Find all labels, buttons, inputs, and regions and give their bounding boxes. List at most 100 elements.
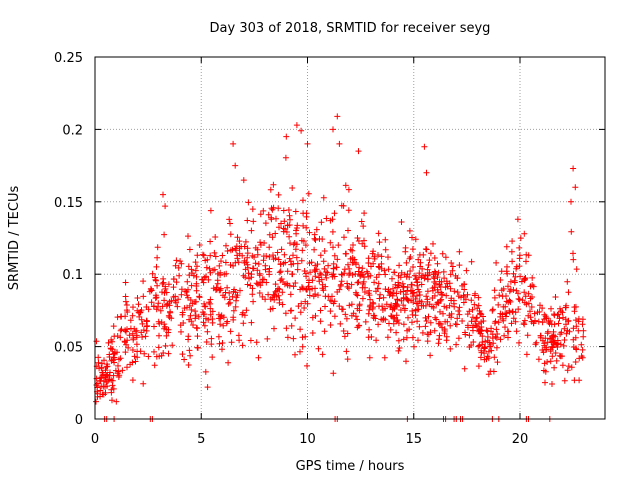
data-point: [185, 336, 192, 343]
data-point: [473, 322, 479, 329]
data-point: [528, 304, 535, 310]
data-point: [549, 353, 556, 360]
data-point: [523, 251, 530, 258]
data-point: [541, 316, 548, 323]
data-point: [416, 323, 423, 330]
data-point: [239, 342, 246, 349]
chart-title: Day 303 of 2018, SRMTID for receiver sey…: [210, 21, 491, 36]
data-point: [431, 292, 438, 299]
data-point: [382, 246, 389, 253]
data-point: [170, 276, 177, 283]
data-point: [341, 333, 348, 340]
data-point: [422, 314, 429, 321]
data-point: [161, 231, 168, 238]
data-point: [213, 286, 220, 293]
data-point: [493, 259, 500, 266]
data-point: [561, 325, 568, 332]
data-point: [580, 333, 587, 340]
data-point: [292, 246, 299, 253]
data-point: [464, 311, 471, 318]
data-point: [185, 286, 191, 293]
data-point: [280, 207, 287, 214]
data-point: [289, 271, 295, 278]
data-point: [215, 311, 222, 318]
data-point: [341, 234, 347, 241]
data-point: [406, 326, 413, 333]
data-point: [208, 335, 215, 342]
data-point: [421, 275, 428, 282]
data-point: [111, 333, 118, 340]
data-point: [462, 296, 469, 303]
data-point: [230, 316, 237, 323]
data-point: [330, 271, 337, 278]
data-point: [298, 257, 305, 264]
data-point: [521, 317, 528, 324]
data-point: [409, 234, 415, 241]
data-point: [154, 254, 161, 261]
data-point: [149, 270, 156, 277]
data-point: [477, 330, 484, 337]
data-point: [471, 301, 478, 308]
data-point: [300, 222, 307, 229]
data-point: [354, 305, 361, 312]
data-point: [103, 363, 110, 370]
data-point: [239, 309, 246, 316]
data-point: [302, 333, 309, 340]
data-point: [244, 264, 251, 271]
data-point: [272, 255, 279, 262]
data-point: [287, 291, 294, 298]
data-point: [436, 320, 443, 327]
data-point: [388, 312, 394, 319]
data-point: [470, 339, 477, 345]
y-tick-label: 0.1: [62, 268, 83, 283]
data-point: [194, 344, 201, 351]
data-point: [341, 266, 348, 273]
data-point: [456, 262, 463, 269]
data-point: [257, 211, 264, 218]
data-point: [540, 367, 547, 374]
data-point: [416, 251, 423, 258]
data-point: [559, 362, 566, 369]
data-point: [455, 308, 462, 314]
data-point: [329, 293, 335, 300]
data-point: [203, 264, 210, 271]
data-point: [420, 302, 427, 309]
data-point: [298, 237, 305, 244]
data-point: [386, 292, 393, 299]
data-point: [441, 328, 448, 334]
data-point: [527, 308, 533, 315]
data-point: [551, 364, 558, 371]
data-point: [274, 249, 281, 256]
data-point: [125, 344, 132, 351]
data-point: [355, 238, 362, 244]
data-point: [407, 254, 414, 260]
data-point: [184, 278, 191, 285]
data-point: [424, 298, 431, 305]
data-point: [535, 356, 542, 363]
data-point: [321, 328, 328, 335]
plot-frame: [94, 56, 606, 420]
data-point: [542, 379, 548, 386]
data-point: [292, 351, 298, 358]
data-point: [371, 253, 378, 260]
data-point: [513, 287, 520, 294]
data-point: [93, 398, 99, 405]
data-point: [318, 276, 325, 283]
data-point: [425, 331, 432, 338]
data-point: [517, 235, 524, 242]
data-point: [338, 278, 345, 285]
data-point: [269, 234, 276, 241]
data-point: [317, 318, 324, 325]
data-point: [281, 218, 288, 225]
data-point: [365, 334, 372, 341]
data-point: [319, 285, 326, 292]
data-point: [106, 372, 113, 379]
data-point: [178, 328, 184, 335]
data-point: [368, 263, 374, 270]
data-point: [354, 316, 361, 323]
data-point: [414, 282, 421, 289]
data-point: [290, 283, 297, 290]
data-point: [193, 298, 199, 305]
data-point: [148, 299, 155, 306]
data-point: [415, 300, 421, 307]
